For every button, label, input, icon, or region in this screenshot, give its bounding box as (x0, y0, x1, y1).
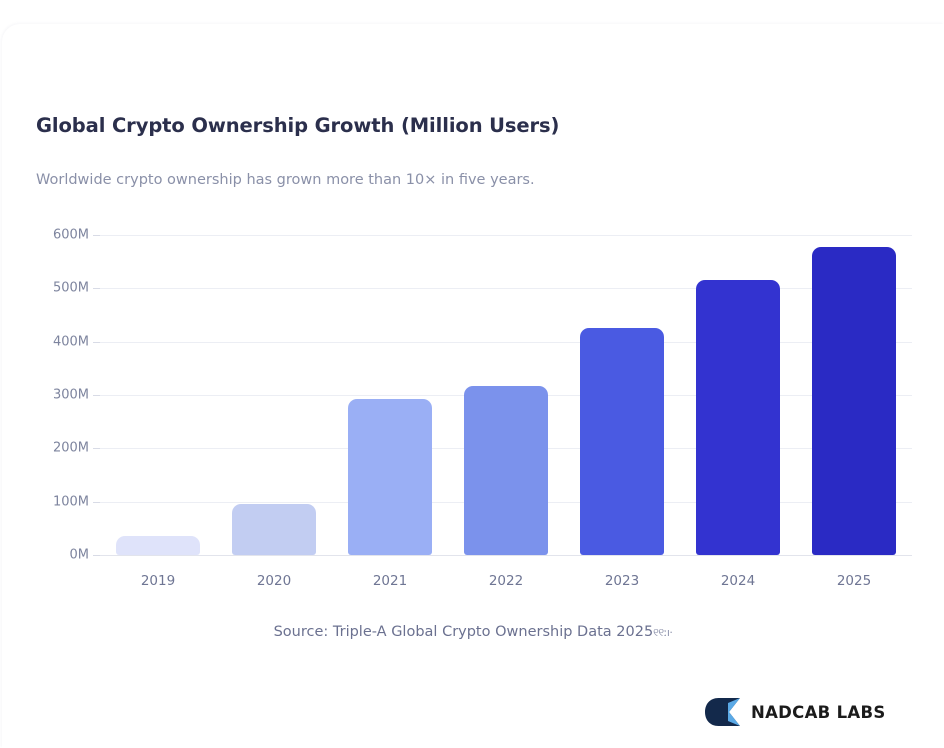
y-axis-tick-label: 300M (52, 387, 89, 403)
source-artifact-glyphs: ୧୧ːı· (653, 626, 673, 639)
x-axis-tick-label: 2021 (372, 573, 408, 589)
gridline: 0M (70, 548, 912, 563)
brand-logo: NADCAB LABS (704, 695, 886, 729)
x-axis-tick-label: 2019 (140, 573, 176, 589)
y-axis-tick-label: 100M (52, 494, 89, 510)
x-axis-tick-label: 2022 (488, 573, 524, 589)
bar-2020[interactable] (232, 504, 316, 555)
x-axis-tick-label: 2023 (604, 573, 640, 589)
x-axis-tick-label: 2020 (256, 573, 292, 589)
y-axis-tick-mark (93, 501, 100, 503)
bar-2024[interactable] (696, 280, 780, 555)
nadcab-chevron-icon (705, 698, 740, 726)
bar-2025[interactable] (812, 247, 896, 555)
gridline: 600M (53, 228, 912, 243)
y-axis-tick-label: 400M (52, 334, 89, 350)
plot-area: 0M 100M 200M 300M 400M 500M 600M 2019 2020 2021 20… (53, 228, 912, 589)
brand-name: NADCAB LABS (751, 702, 886, 722)
y-axis-tick-mark (93, 288, 100, 290)
bar-2022[interactable] (464, 385, 548, 555)
source-note: Source: Triple-A Global Crypto Ownership… (2, 624, 944, 640)
y-axis-tick-mark (93, 555, 100, 556)
y-axis-tick-mark (93, 235, 100, 236)
source-text: Source: Triple-A Global Crypto Ownership… (273, 624, 654, 640)
x-axis-tick-label: 2024 (720, 573, 756, 589)
chart-card: Global Crypto Ownership Growth (Million … (2, 24, 944, 748)
x-axis-tick-label: 2025 (836, 573, 872, 589)
y-axis-tick-mark (93, 395, 100, 396)
y-axis-tick-label: 500M (52, 280, 89, 296)
y-axis-tick-label: 0M (69, 547, 90, 563)
bar-2021[interactable] (348, 398, 432, 555)
y-axis-tick-label: 200M (52, 440, 89, 456)
y-axis-tick-mark (93, 341, 100, 343)
y-axis-tick-label: 600M (52, 227, 89, 243)
gridline: 500M (53, 281, 912, 296)
bar-2019[interactable] (116, 536, 200, 555)
bar-2023[interactable] (580, 328, 664, 555)
chart-subtitle: Worldwide crypto ownership has grown mor… (36, 172, 535, 188)
gridline: 400M (53, 334, 912, 349)
y-axis-tick-mark (93, 448, 100, 450)
page-title: Global Crypto Ownership Growth (Million … (36, 114, 560, 137)
